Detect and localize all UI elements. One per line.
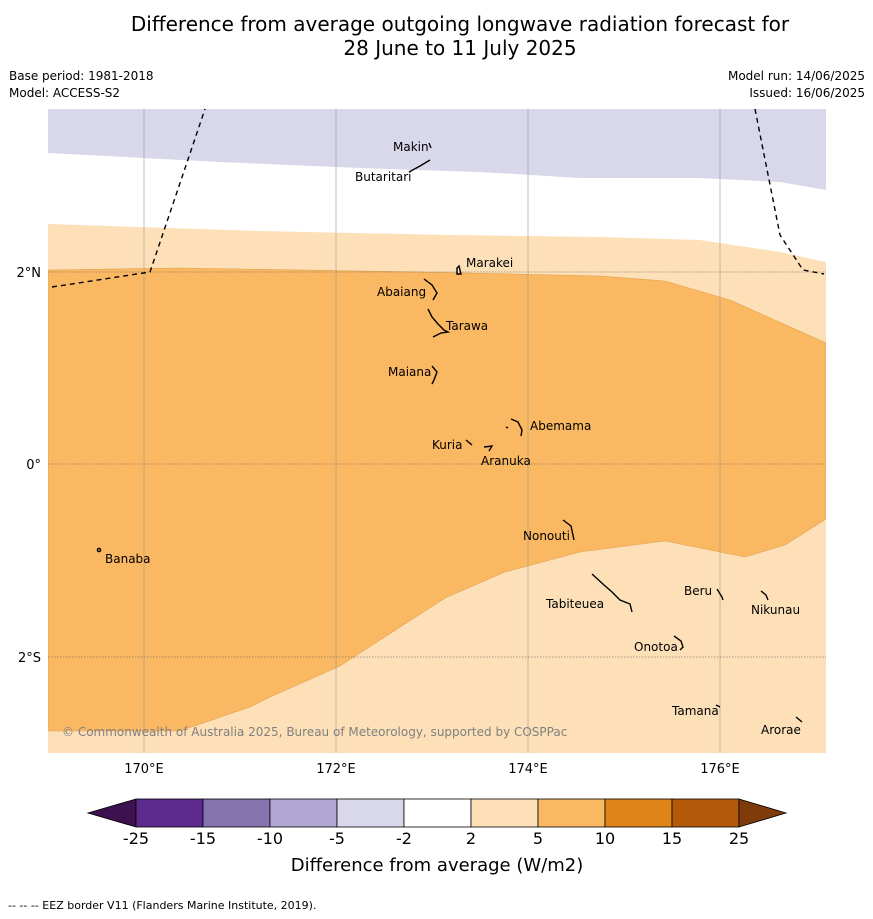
lon-labels: 170°E 172°E 174°E 176°E [124, 762, 740, 777]
base-period: Base period: 1981-2018 [9, 69, 154, 83]
colorbar-tick-label: 15 [662, 829, 682, 848]
island-label: Arorae [761, 723, 801, 737]
forecast-map: Makin Butaritari Marakei Abaiang Tarawa … [17, 108, 826, 876]
colorbar-ticks: -25 -15 -10 -5 -2 2 5 10 15 25 [123, 829, 749, 848]
island-label: Banaba [105, 552, 151, 566]
colorbar-swatch [336, 798, 405, 828]
band-5-to-10 [48, 267, 826, 732]
title-line-2: 28 June to 11 July 2025 [343, 36, 577, 60]
island-label: Abaiang [377, 285, 426, 299]
island-label: Onotoa [634, 640, 678, 654]
model-run: Model run: 14/06/2025 [727, 69, 865, 83]
lon-label: 170°E [124, 762, 164, 777]
colorbar-tick-label: 2 [466, 829, 476, 848]
island-label: Kuria [432, 438, 463, 452]
island-label: Nikunau [751, 603, 800, 617]
colorbar-swatch [671, 798, 740, 828]
island-label: Makin [393, 140, 429, 154]
model-name: Model: ACCESS-S2 [9, 86, 121, 100]
colorbar-swatch [403, 798, 472, 828]
colorbar-extend-high [738, 798, 788, 828]
chart-title: Difference from average outgoing longwav… [0, 12, 873, 60]
island-label: Tarawa [445, 319, 488, 333]
island-label: Aranuka [481, 454, 531, 468]
colorbar-tick-label: -15 [190, 829, 216, 848]
grid [48, 109, 826, 753]
colorbar-swatch [269, 798, 338, 828]
colorbar-tick-label: -25 [123, 829, 149, 848]
island-shapes [96, 142, 803, 723]
lat-label: 2°N [17, 266, 42, 281]
island-label: Marakei [466, 256, 513, 270]
island-label: Tamana [671, 704, 719, 718]
colorbar-tick-label: 5 [533, 829, 543, 848]
colorbar-tick-label: 10 [595, 829, 615, 848]
colorbar-swatch [135, 798, 204, 828]
island-label: Beru [684, 584, 712, 598]
colorbar-swatch [202, 798, 271, 828]
island-label: Tabiteuea [545, 597, 604, 611]
colorbar-tick-label: -2 [396, 829, 412, 848]
lon-label: 174°E [508, 762, 548, 777]
island-label: Nonouti [523, 529, 570, 543]
colorbar-swatch [470, 798, 539, 828]
issued-date: Issued: 16/06/2025 [749, 86, 865, 100]
colorbar-swatch [604, 798, 673, 828]
copyright-text: © Commonwealth of Australia 2025, Bureau… [62, 725, 567, 739]
lon-label: 172°E [316, 762, 356, 777]
island-labels: Makin Butaritari Marakei Abaiang Tarawa … [105, 140, 801, 737]
meta-right: Model run: 14/06/2025 Issued: 16/06/2025 [728, 68, 865, 102]
colorbar [86, 798, 788, 828]
band-minus5-to-minus2 [48, 109, 826, 190]
colorbar-swatch [537, 798, 606, 828]
lat-label: 0° [26, 458, 41, 473]
lat-label: 2°S [18, 651, 41, 666]
map-area [48, 109, 826, 753]
meta-left: Base period: 1981-2018 Model: ACCESS-S2 [9, 68, 154, 102]
colorbar-title: Difference from average (W/m2) [291, 855, 583, 876]
island-label: Abemama [530, 419, 591, 433]
island-label: Maiana [388, 365, 431, 379]
colorbar-tick-label: 25 [729, 829, 749, 848]
colorbar-tick-label: -10 [257, 829, 283, 848]
island-label: Butaritari [355, 170, 412, 184]
colorbar-tick-label: -5 [329, 829, 345, 848]
lon-label: 176°E [700, 762, 740, 777]
eez-border [51, 108, 825, 288]
footnote: -- -- -- EEZ border V11 (Flanders Marine… [8, 899, 317, 912]
colorbar-extend-low [86, 798, 137, 828]
lat-labels: 2°N 0° 2°S [17, 266, 42, 666]
title-line-1: Difference from average outgoing longwav… [130, 12, 790, 36]
